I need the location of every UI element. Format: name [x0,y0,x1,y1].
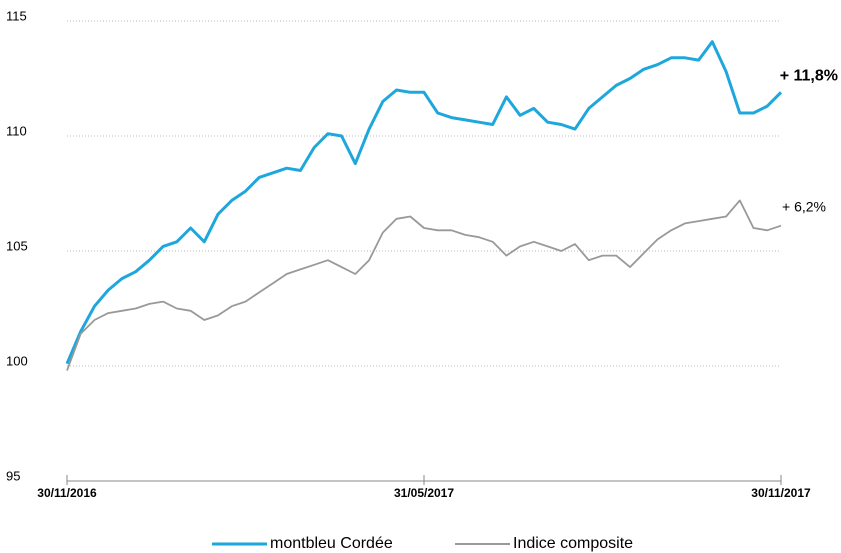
y-tick-label: 115 [6,8,27,23]
y-tick-label: 105 [6,238,28,253]
series-line [65,40,783,365]
legend-label: Indice composite [513,535,633,552]
y-tick-label: 100 [6,353,28,368]
y-tick-label: 95 [6,468,20,483]
x-tick-label: 31/05/2017 [394,486,454,500]
annotation: + 6,2% [782,198,826,214]
x-tick-label: 30/11/2016 [37,486,97,500]
legend-label: montbleu Cordée [270,535,393,552]
annotation: + 11,8% [780,68,838,85]
x-tick-label: 30/11/2017 [751,486,811,500]
series-line [66,199,782,371]
y-tick-label: 110 [6,123,27,138]
